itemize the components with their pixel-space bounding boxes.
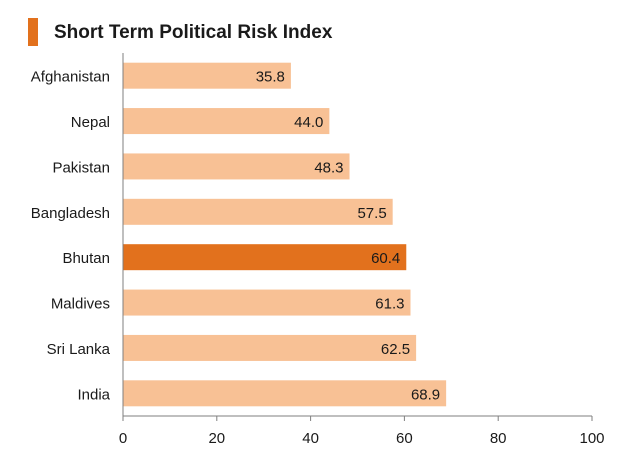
data-label-maldives: 61.3 <box>375 296 404 313</box>
x-tick-label-100: 100 <box>579 430 604 447</box>
bar-bhutan <box>123 244 407 271</box>
data-label-afghanistan: 35.8 <box>256 69 285 86</box>
data-label-nepal: 44.0 <box>294 114 323 131</box>
data-label-india: 68.9 <box>411 386 440 403</box>
title-accent-bar <box>28 18 38 46</box>
bar-bangladesh <box>123 198 393 225</box>
category-label-nepal: Nepal <box>71 114 110 131</box>
x-tick-label-40: 40 <box>302 430 319 447</box>
data-label-sri-lanka: 62.5 <box>381 341 410 358</box>
bar-india <box>123 380 447 407</box>
x-tick-label-60: 60 <box>396 430 413 447</box>
x-tick-label-20: 20 <box>208 430 225 447</box>
category-label-pakistan: Pakistan <box>52 159 110 176</box>
chart-title: Short Term Political Risk Index <box>54 22 333 43</box>
category-label-india: India <box>77 386 110 403</box>
category-labels: Afghanistan Nepal Pakistan Bangladesh Bhutan… <box>31 69 111 404</box>
x-tick-label-80: 80 <box>490 430 507 447</box>
bars-layer: 35.8 44.0 48.3 57.5 60.4 61.3 62.5 68.9 <box>123 62 447 407</box>
bar-nepal <box>123 108 330 135</box>
x-tick-label-0: 0 <box>119 430 127 447</box>
bar-afghanistan <box>123 62 291 89</box>
data-label-pakistan: 48.3 <box>314 159 343 176</box>
bar-sri-lanka <box>123 334 417 361</box>
bar-maldives <box>123 289 411 316</box>
category-label-bhutan: Bhutan <box>62 250 110 267</box>
data-label-bangladesh: 57.5 <box>357 205 386 222</box>
category-label-sri-lanka: Sri Lanka <box>47 341 111 358</box>
data-label-bhutan: 60.4 <box>371 250 400 267</box>
category-label-afghanistan: Afghanistan <box>31 69 110 86</box>
x-axis: 0 20 40 60 80 100 <box>119 53 605 447</box>
bar-pakistan <box>123 153 350 180</box>
category-label-bangladesh: Bangladesh <box>31 205 110 222</box>
category-label-maldives: Maldives <box>51 296 110 313</box>
